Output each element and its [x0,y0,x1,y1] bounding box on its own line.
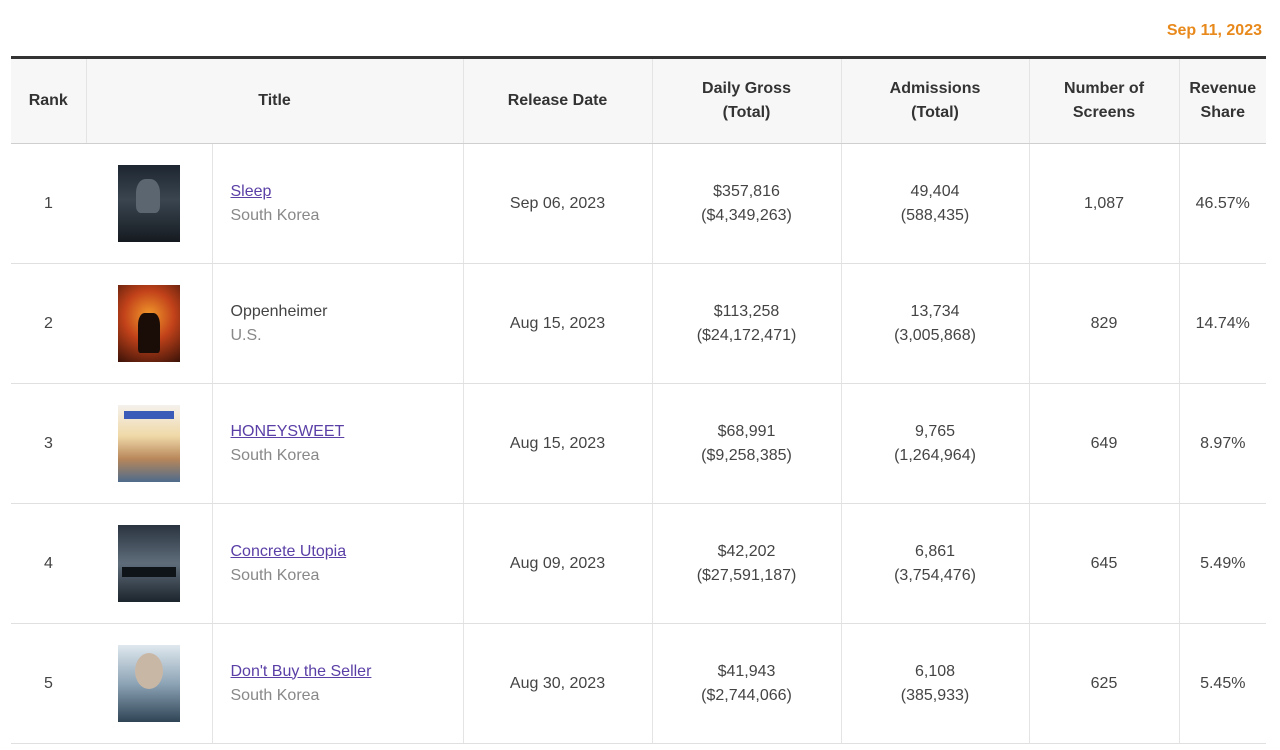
movie-poster[interactable] [117,645,180,722]
gross-total-value: ($2,744,066) [701,686,792,704]
screens-cell: 829 [1028,263,1180,384]
release-date-cell: Aug 15, 2023 [462,263,653,384]
movie-country: South Korea [230,446,320,464]
daily-gross-value: $68,991 [717,422,776,440]
header-admissions-line1: Admissions [889,80,981,97]
title-cell: Oppenheimer U.S. [211,263,464,384]
admissions-total-value: (1,264,964) [894,446,976,464]
gross-total-value: ($27,591,187) [696,566,797,584]
box-office-table: Rank Title Release Date Daily Gross (Tot… [11,56,1267,744]
title-cell: HONEYSWEET South Korea [211,383,464,504]
daily-gross-value: $42,202 [717,542,776,560]
release-date-cell: Aug 15, 2023 [462,383,653,504]
poster-cell [86,623,212,744]
daily-gross-cell: $42,202 ($27,591,187) [651,503,842,624]
daily-gross-cell: $68,991 ($9,258,385) [651,383,842,504]
header-daily-gross: Daily Gross (Total) [651,59,842,144]
admissions-value: 9,765 [914,422,956,440]
movie-country: South Korea [230,686,320,704]
table-header-row: Rank Title Release Date Daily Gross (Tot… [11,59,1267,144]
admissions-cell: 13,734 (3,005,868) [840,263,1030,384]
admissions-value: 49,404 [910,182,960,200]
header-revenue-share-line1: Revenue [1189,80,1257,97]
movie-country: South Korea [230,206,320,224]
admissions-value: 13,734 [910,302,960,320]
revenue-share-cell: 8.97% [1178,383,1267,504]
daily-gross-value: $357,816 [713,182,780,200]
revenue-share-cell: 46.57% [1178,143,1267,264]
daily-gross-cell: $41,943 ($2,744,066) [651,623,842,744]
gross-total-value: ($9,258,385) [701,446,792,464]
title-cell: Concrete Utopia South Korea [211,503,464,624]
admissions-cell: 49,404 (588,435) [840,143,1030,264]
movie-poster [117,285,180,362]
movie-poster[interactable] [117,405,180,482]
screens-cell: 1,087 [1028,143,1180,264]
movie-poster[interactable] [117,525,180,602]
header-title: Title [85,59,464,144]
header-screens: Number of Screens [1028,59,1180,144]
poster-cell [86,383,212,504]
header-admissions-line2: (Total) [911,104,959,121]
gross-total-value: ($24,172,471) [696,326,797,344]
table-row: 5 Don't Buy the Seller South Korea Aug 3… [11,623,1267,744]
daily-gross-value: $41,943 [717,662,776,680]
admissions-cell: 9,765 (1,264,964) [840,383,1030,504]
rank-cell: 1 [11,143,86,264]
admissions-cell: 6,861 (3,754,476) [840,503,1030,624]
admissions-total-value: (3,005,868) [894,326,976,344]
title-cell: Sleep South Korea [211,143,464,264]
release-date-cell: Aug 09, 2023 [462,503,653,624]
release-date-cell: Sep 06, 2023 [462,143,653,264]
header-admissions: Admissions (Total) [840,59,1030,144]
admissions-total-value: (588,435) [900,206,970,224]
movie-title-link[interactable]: Concrete Utopia [230,542,347,560]
movie-title-link[interactable]: HONEYSWEET [230,422,345,440]
movie-title-link[interactable]: Sleep [230,182,272,200]
poster-cell [86,143,212,264]
table-row: 3 HONEYSWEET South Korea Aug 15, 2023 $6… [11,383,1267,504]
rank-cell: 4 [11,503,86,624]
screens-cell: 625 [1028,623,1180,744]
daily-gross-value: $113,258 [713,302,780,320]
rank-cell: 2 [11,263,86,384]
revenue-share-cell: 14.74% [1178,263,1267,384]
daily-gross-cell: $113,258 ($24,172,471) [651,263,842,384]
header-daily-gross-line1: Daily Gross [702,80,791,97]
admissions-total-value: (3,754,476) [894,566,976,584]
poster-cell [86,503,212,624]
admissions-cell: 6,108 (385,933) [840,623,1030,744]
movie-country: South Korea [230,566,320,584]
title-cell: Don't Buy the Seller South Korea [211,623,464,744]
admissions-value: 6,861 [914,542,956,560]
admissions-value: 6,108 [914,662,956,680]
table-row: 1 Sleep South Korea Sep 06, 2023 $357,81… [11,143,1267,264]
table-row: 2 Oppenheimer U.S. Aug 15, 2023 $113,258… [11,263,1267,384]
revenue-share-cell: 5.49% [1178,503,1267,624]
header-revenue-share-line2: Share [1200,104,1245,121]
movie-title: Oppenheimer [230,302,328,320]
movie-country: U.S. [230,326,262,344]
rank-cell: 3 [11,383,86,504]
header-rank: Rank [11,59,86,144]
movie-title-link[interactable]: Don't Buy the Seller [230,662,372,680]
admissions-total-value: (385,933) [900,686,970,704]
revenue-share-cell: 5.45% [1178,623,1267,744]
rank-cell: 5 [11,623,86,744]
screens-cell: 649 [1028,383,1180,504]
table-row: 4 Concrete Utopia South Korea Aug 09, 20… [11,503,1267,624]
header-daily-gross-line2: (Total) [722,104,771,121]
daily-gross-cell: $357,816 ($4,349,263) [651,143,842,264]
screens-cell: 645 [1028,503,1180,624]
movie-poster[interactable] [117,165,180,242]
chart-date: Sep 11, 2023 [1166,22,1262,39]
poster-cell [86,263,212,384]
release-date-cell: Aug 30, 2023 [462,623,653,744]
header-revenue-share: Revenue Share [1178,59,1267,144]
header-release-date: Release Date [462,59,653,144]
gross-total-value: ($4,349,263) [701,206,792,224]
